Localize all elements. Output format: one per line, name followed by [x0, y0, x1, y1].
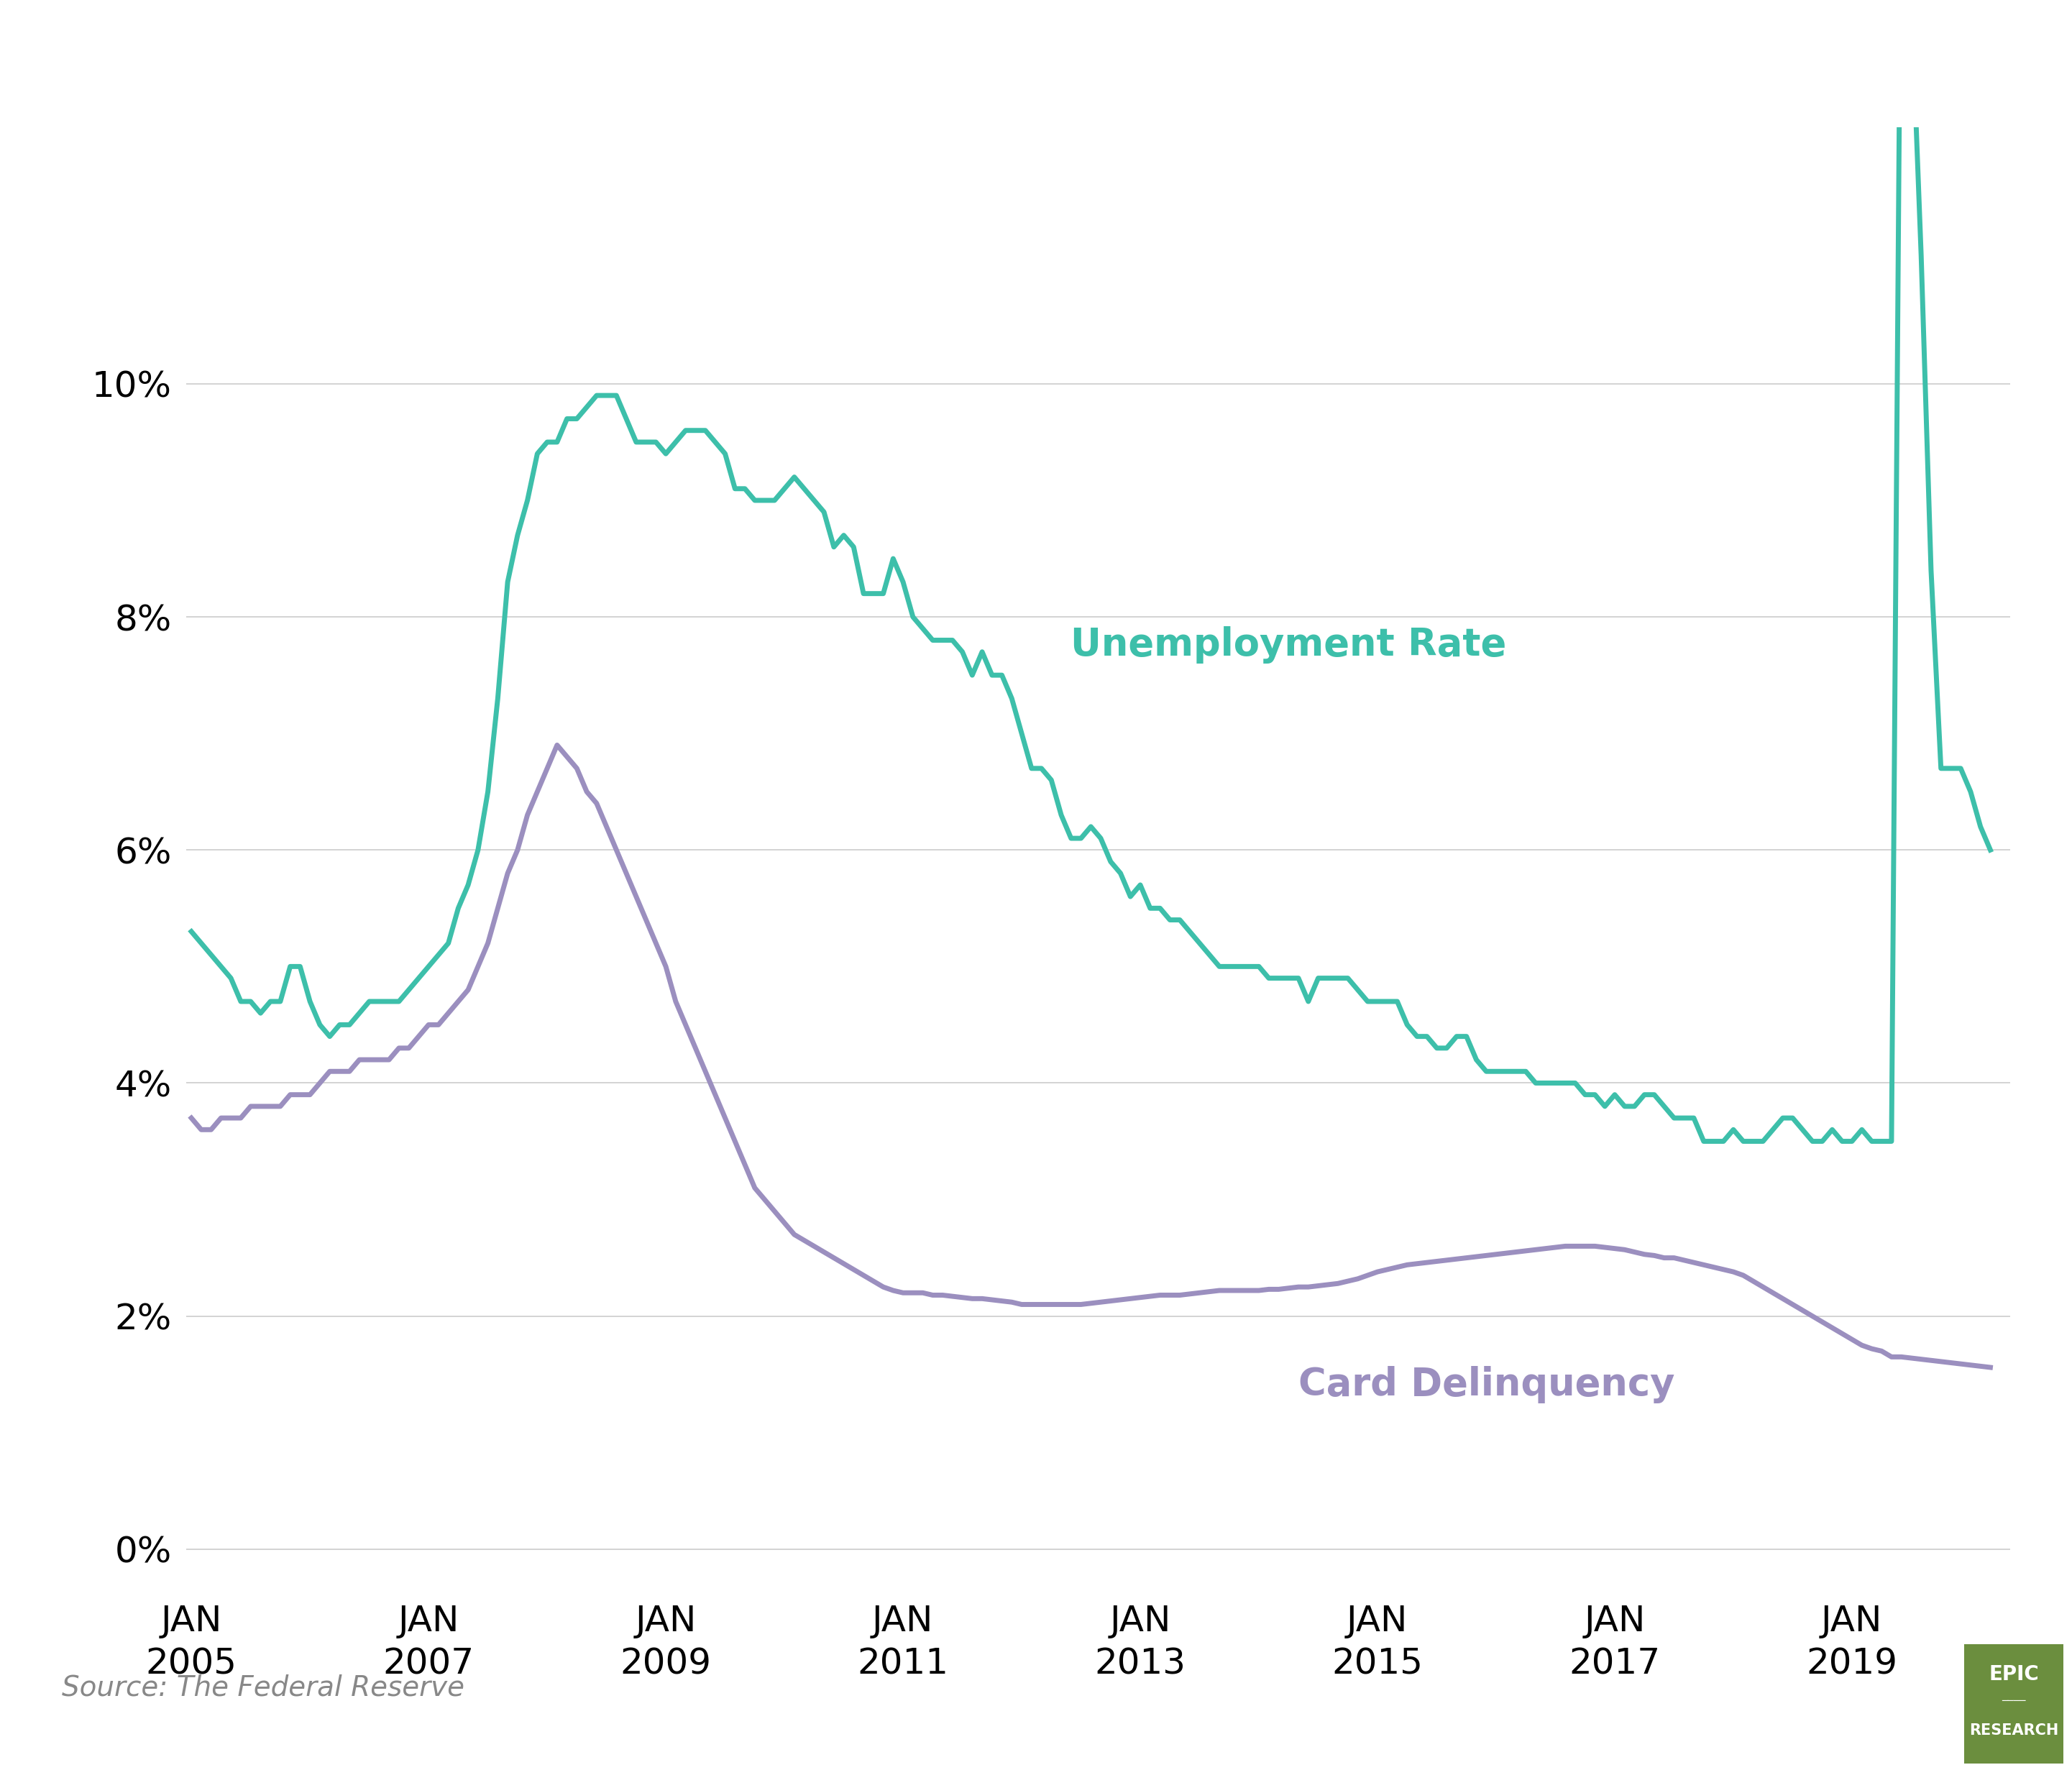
Text: Unemployment Rate: Unemployment Rate — [1071, 627, 1506, 664]
Text: RESEARCH: RESEARCH — [1968, 1722, 2060, 1738]
Text: ────: ──── — [2002, 1696, 2026, 1706]
Text: CARD DELINQUENCY V. UNEMPLOYMENT RATE: CARD DELINQUENCY V. UNEMPLOYMENT RATE — [62, 48, 1401, 97]
Text: Card Delinquency: Card Delinquency — [1297, 1366, 1674, 1404]
Text: EPIC: EPIC — [1989, 1664, 2039, 1685]
FancyBboxPatch shape — [1964, 1644, 2064, 1763]
Text: Source: The Federal Reserve: Source: The Federal Reserve — [62, 1674, 464, 1701]
